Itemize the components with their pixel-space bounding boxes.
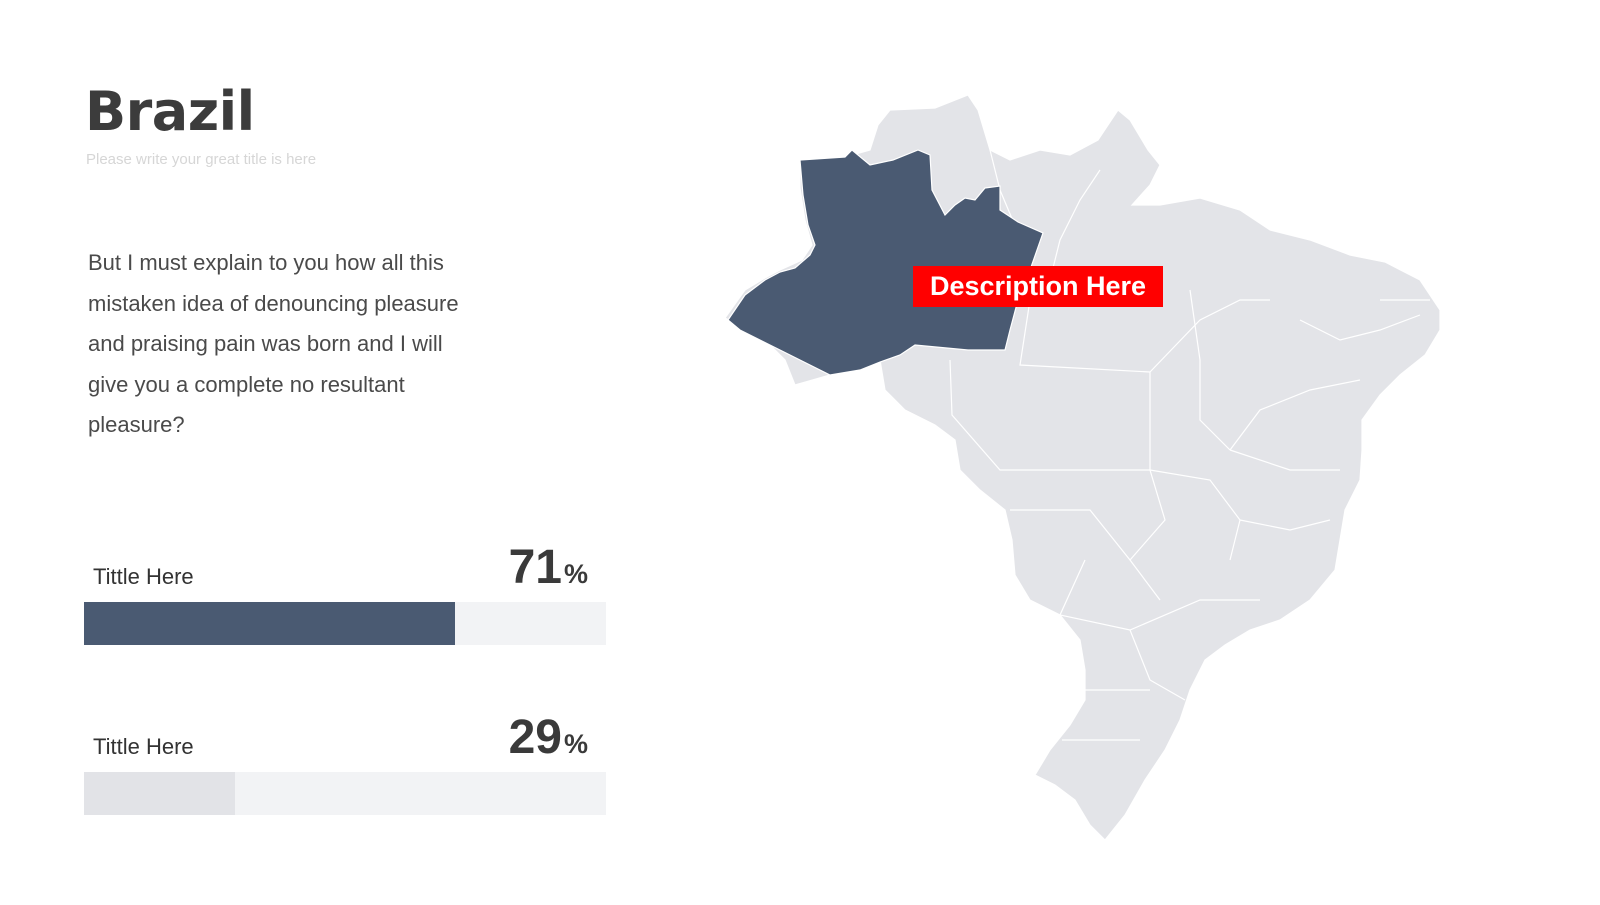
stat-unit: % [563, 729, 588, 759]
stat-value: 71% [509, 540, 588, 595]
stat-unit: % [563, 559, 588, 589]
progress-fill [84, 772, 236, 815]
highlighted-region-amazonas [727, 149, 1044, 376]
stat-title: Tittle Here [93, 564, 194, 589]
stat-number: 71 [508, 541, 562, 594]
body-paragraph: But I must explain to you how all this m… [88, 250, 459, 437]
page-subtitle: Please write your great title is here [86, 151, 317, 168]
progress-fill [84, 602, 455, 645]
page-title: Brazil [85, 80, 255, 143]
progress-track [84, 602, 606, 645]
progress-track [84, 772, 606, 815]
stat-value: 29% [509, 710, 588, 765]
map-callout-label: Description Here [913, 266, 1163, 307]
stat-title: Tittle Here [93, 734, 194, 759]
stat-number: 29 [508, 711, 562, 764]
